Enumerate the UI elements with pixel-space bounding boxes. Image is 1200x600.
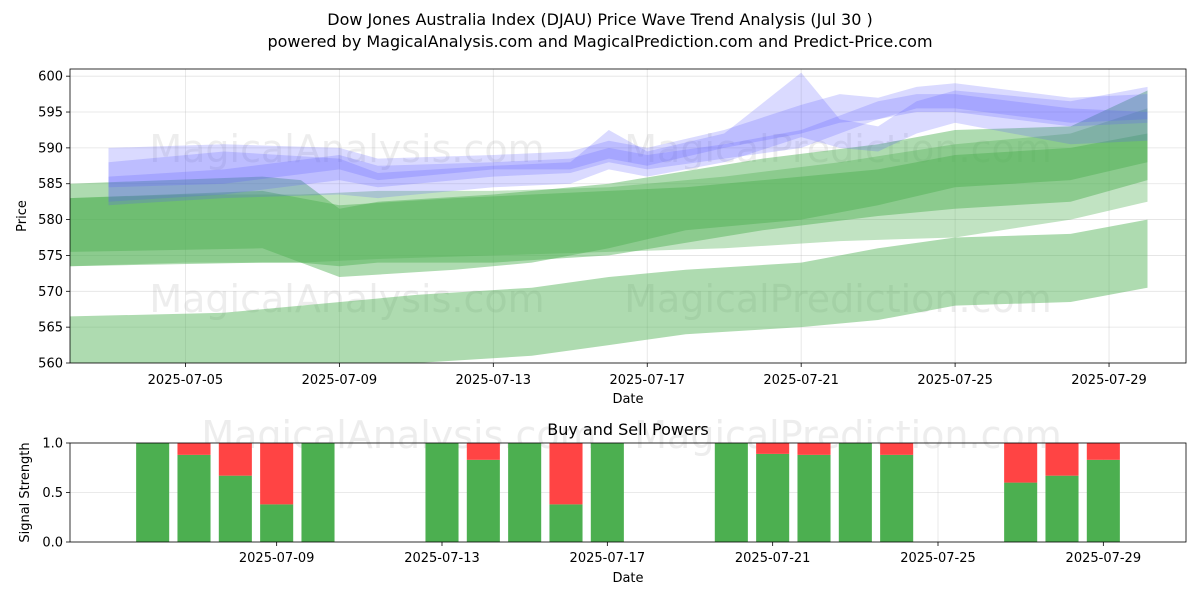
buy-power-bar (136, 443, 170, 542)
sell-power-bar (260, 443, 294, 505)
y-tick-label: 585 (38, 177, 63, 192)
y-axis-label: Signal Strength (18, 442, 33, 542)
blue-price-band (108, 94, 1148, 202)
buy-power-bar (1004, 482, 1038, 542)
watermark-text: MagicalPrediction.com (624, 277, 1052, 321)
x-tick-label: 2025-07-29 (1071, 373, 1147, 388)
x-tick-label: 2025-07-21 (735, 551, 811, 566)
x-tick-label: 2025-07-17 (609, 373, 685, 388)
buy-power-bar (549, 504, 583, 542)
buy-power-bar (508, 443, 542, 542)
green-prediction-band (70, 219, 1148, 363)
y-tick-label: 590 (38, 141, 63, 156)
sell-power-bar (797, 443, 831, 455)
blue-price-band (108, 83, 1148, 188)
y-axis-label: Price (15, 200, 30, 232)
x-axis-label: Date (612, 571, 643, 586)
sell-power-bar (1004, 443, 1038, 483)
buy-power-bar (218, 475, 252, 542)
y-tick-label: 565 (38, 321, 63, 336)
buy-power-bar (466, 459, 500, 542)
main-axes-frame (69, 68, 1187, 364)
green-prediction-band (70, 90, 1148, 267)
y-tick-label: 0.0 (42, 536, 63, 551)
sell-power-bar (549, 443, 583, 505)
x-tick-label: 2025-07-29 (1066, 551, 1142, 566)
chart-subtitle: powered by MagicalAnalysis.com and Magic… (267, 32, 933, 51)
green-prediction-band (70, 108, 1148, 267)
y-tick-label: 595 (38, 106, 63, 121)
blue-price-band (108, 72, 1148, 206)
sell-power-bar (756, 443, 790, 454)
y-tick-label: 0.5 (42, 486, 63, 501)
sell-power-bar (177, 443, 211, 455)
x-tick-label: 2025-07-05 (148, 373, 224, 388)
chart-title: Dow Jones Australia Index (DJAU) Price W… (327, 10, 873, 29)
buy-power-bar (838, 443, 872, 542)
x-tick-label: 2025-07-13 (404, 551, 480, 566)
sell-power-bar (218, 443, 252, 476)
y-tick-label: 580 (38, 213, 63, 228)
y-tick-label: 600 (38, 70, 63, 85)
buy-power-bar (425, 443, 459, 542)
buy-power-bar (590, 443, 624, 542)
buy-power-bar (756, 453, 790, 542)
x-tick-label: 2025-07-13 (456, 373, 532, 388)
x-tick-label: 2025-07-21 (763, 373, 839, 388)
price-plot-area (70, 72, 1148, 363)
buy-power-bar (1086, 459, 1120, 542)
buy-power-bar (301, 443, 335, 542)
buy-power-bar (177, 454, 211, 542)
y-tick-label: 1.0 (42, 437, 63, 452)
sell-power-bar (466, 443, 500, 460)
buy-power-bar (714, 443, 748, 542)
buy-power-bar (260, 504, 294, 542)
x-tick-label: 2025-07-17 (570, 551, 646, 566)
y-tick-label: 560 (38, 357, 63, 372)
green-prediction-band (70, 133, 1148, 277)
bar-chart-title: Buy and Sell Powers (547, 420, 709, 439)
x-tick-label: 2025-07-09 (239, 551, 315, 566)
x-tick-label: 2025-07-09 (302, 373, 378, 388)
y-tick-label: 570 (38, 285, 63, 300)
buy-power-bar (1045, 475, 1079, 542)
watermark-text: MagicalPrediction.com (624, 127, 1052, 171)
buy-power-bar (797, 454, 831, 542)
x-tick-label: 2025-07-25 (917, 373, 993, 388)
x-axis-label: Date (612, 392, 643, 407)
buy-power-bar (880, 454, 914, 542)
sell-power-bar (880, 443, 914, 455)
y-tick-label: 575 (38, 249, 63, 264)
watermark-text: MagicalAnalysis.com (149, 277, 544, 321)
sell-power-bar (1086, 443, 1120, 460)
x-tick-label: 2025-07-25 (900, 551, 976, 566)
sell-power-bar (1045, 443, 1079, 476)
watermark-text: MagicalAnalysis.com (149, 127, 544, 171)
